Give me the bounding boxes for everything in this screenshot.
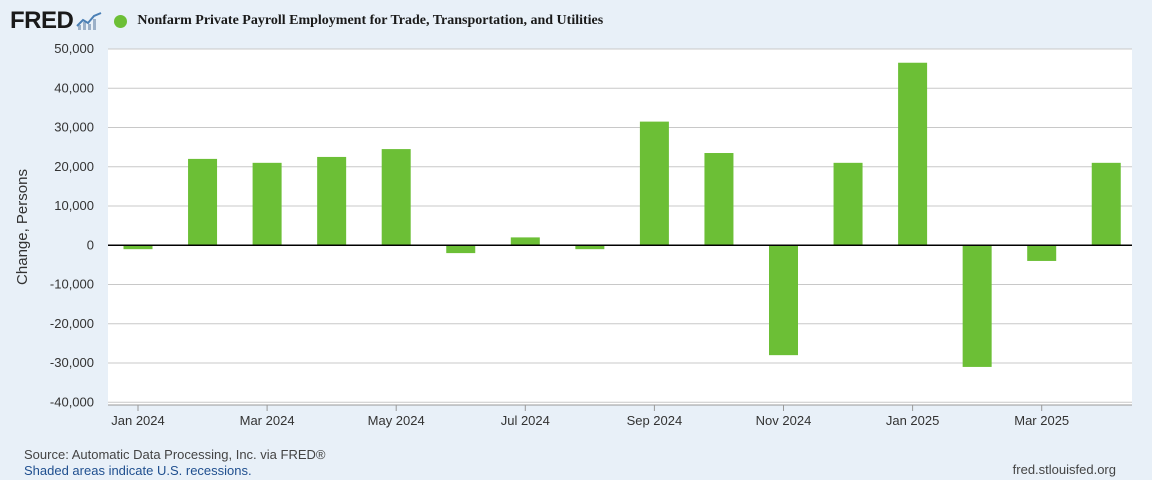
header: FRED Nonfarm Private Payroll Employment … <box>10 6 603 36</box>
y-tick-label: -30,000 <box>50 355 94 370</box>
y-tick-label: 30,000 <box>54 120 94 135</box>
y-tick-label: -20,000 <box>50 316 94 331</box>
x-tick-label: Jan 2025 <box>886 413 940 428</box>
bar-2025-04[interactable] <box>1091 162 1121 246</box>
bar-2024-08[interactable] <box>575 245 605 250</box>
bar-2025-01[interactable] <box>898 62 928 246</box>
bar-2024-02[interactable] <box>188 158 218 246</box>
chart-title: Nonfarm Private Payroll Employment for T… <box>137 13 604 28</box>
x-tick-label: Mar 2024 <box>240 413 295 428</box>
bar-2025-03[interactable] <box>1027 245 1057 261</box>
bar-2025-02[interactable] <box>962 245 992 367</box>
y-tick-label: -10,000 <box>50 277 94 292</box>
bar-2024-09[interactable] <box>639 121 669 246</box>
bar-2024-06[interactable] <box>446 245 476 254</box>
recessions-note[interactable]: Shaded areas indicate U.S. recessions. <box>24 463 252 478</box>
bar-2024-01[interactable] <box>123 245 153 250</box>
y-axis-tick-labels: 50,000 40,000 30,000 20,000 10,000 0 -10,000 -2… <box>50 41 94 409</box>
y-tick-label: -40,000 <box>50 394 94 409</box>
bar-series[interactable] <box>123 62 1121 367</box>
x-tick-label: Jul 2024 <box>501 413 550 428</box>
y-tick-label: 20,000 <box>54 159 94 174</box>
bar-2024-04[interactable] <box>317 156 347 246</box>
x-tick-label: May 2024 <box>368 413 425 428</box>
y-tick-label: 40,000 <box>54 80 94 95</box>
bar-2024-07[interactable] <box>510 237 540 246</box>
bar-2024-03[interactable] <box>252 162 282 246</box>
x-tick-label: Jan 2024 <box>111 413 165 428</box>
y-axis-label: Change, Persons <box>14 169 31 285</box>
y-tick-label: 10,000 <box>54 198 94 213</box>
x-tick-label: Sep 2024 <box>627 413 683 428</box>
y-tick-label: 50,000 <box>54 41 94 56</box>
footer-notes: Source: Automatic Data Processing, Inc. … <box>24 447 325 479</box>
site-link[interactable]: fred.stlouisfed.org <box>1012 462 1116 477</box>
line-chart-icon <box>76 11 103 31</box>
bar-2024-12[interactable] <box>833 162 863 246</box>
x-axis-tick-labels: Jan 2024 Mar 2024 May 2024 Jul 2024 Sep 2024… <box>111 405 1069 428</box>
bar-2024-10[interactable] <box>704 153 734 246</box>
bar-2024-11[interactable] <box>769 245 798 356</box>
legend-marker[interactable] <box>114 14 128 28</box>
source-note: Source: Automatic Data Processing, Inc. … <box>24 447 326 462</box>
x-tick-label: Nov 2024 <box>756 413 812 428</box>
x-tick-label: Mar 2025 <box>1014 413 1069 428</box>
bar-2024-05[interactable] <box>381 149 411 246</box>
fred-logo[interactable]: FRED <box>10 7 74 34</box>
y-tick-label: 0 <box>87 237 94 252</box>
